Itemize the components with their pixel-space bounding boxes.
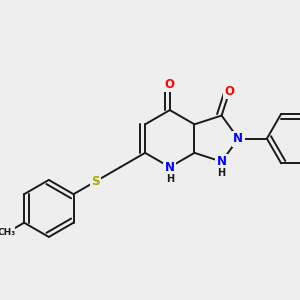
Text: O: O [165, 78, 175, 91]
Text: S: S [92, 175, 100, 188]
Text: N: N [233, 132, 243, 145]
Text: CH₃: CH₃ [0, 228, 16, 237]
Text: N: N [217, 155, 226, 168]
Text: H: H [166, 173, 174, 184]
Text: N: N [165, 160, 175, 174]
Text: H: H [218, 168, 226, 178]
Text: O: O [224, 85, 235, 98]
